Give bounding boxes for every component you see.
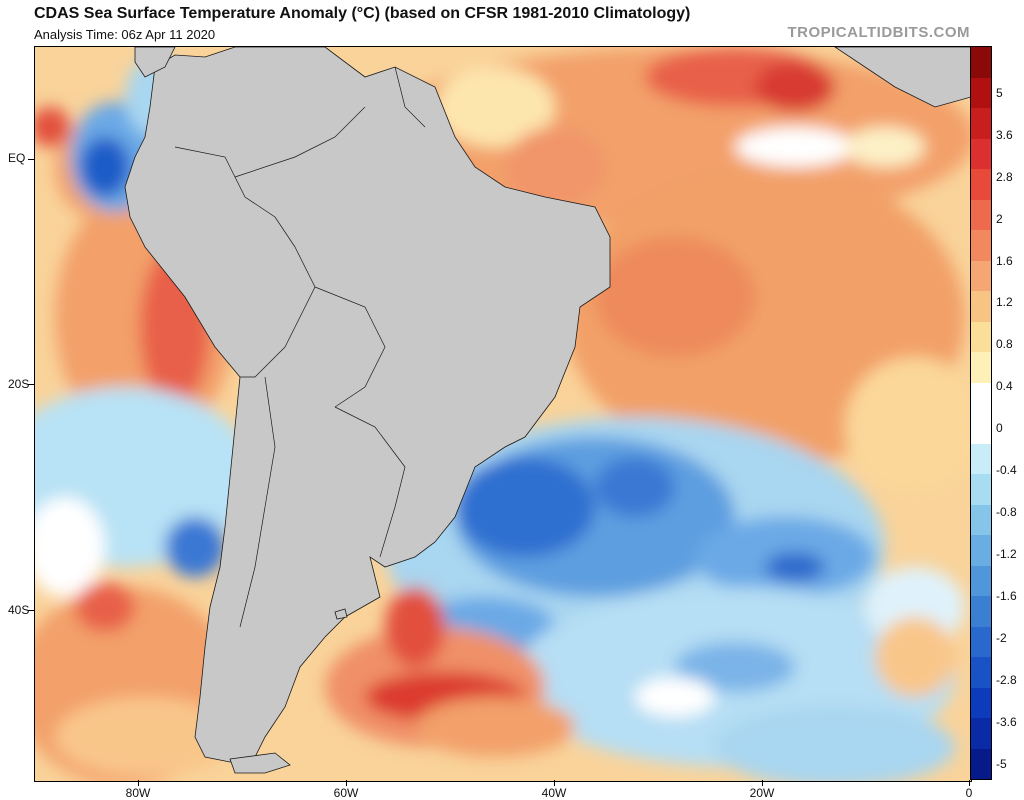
- land-masses: [124, 47, 971, 774]
- colorbar-segment: [971, 169, 991, 200]
- colorbar-label: 1.2: [996, 295, 1013, 310]
- colorbar-segment: [971, 199, 991, 230]
- colorbar-label: -1.2: [996, 547, 1017, 562]
- tick-eq: [28, 159, 34, 160]
- colorbar-segment: [971, 108, 991, 139]
- colorbar-segment: [971, 77, 991, 108]
- country-borders: [174, 66, 426, 628]
- colorbar-label: -2.8: [996, 672, 1017, 687]
- colorbar-segment: [971, 474, 991, 505]
- colorbar-segment: [971, 321, 991, 352]
- colorbar-label: -3.6: [996, 714, 1017, 729]
- lon-label-20w: 20W: [749, 786, 775, 800]
- colorbar-label: -0.8: [996, 505, 1017, 520]
- colorbar-label: 0.8: [996, 337, 1013, 352]
- colorbar-segment: [971, 748, 991, 779]
- colorbar-label: 3.6: [996, 127, 1013, 142]
- colorbar-label: 5: [996, 85, 1003, 100]
- colorbar-segment: [971, 352, 991, 383]
- colorbar-segment: [971, 718, 991, 749]
- tick-60w: [346, 780, 347, 786]
- colorbar-label: -0.4: [996, 463, 1017, 478]
- colorbar-label: -2: [996, 630, 1007, 645]
- colorbar-segment: [971, 413, 991, 444]
- sst-anomaly-map: [34, 46, 972, 782]
- tick-80w: [138, 780, 139, 786]
- tick-0: [969, 780, 970, 786]
- falklands-land: [334, 608, 348, 620]
- panama-land: [134, 47, 176, 78]
- south-america-land: [124, 47, 611, 763]
- colorbar-segment: [971, 565, 991, 596]
- map-canvas: [35, 47, 971, 781]
- tick-40w: [554, 780, 555, 786]
- lat-label-20s: 20S: [8, 377, 30, 391]
- colorbar-label: 2.8: [996, 169, 1013, 184]
- colorbar-segment: [971, 535, 991, 566]
- analysis-time: Analysis Time: 06z Apr 11 2020: [34, 27, 216, 42]
- site-watermark: TROPICALTIDBITS.COM: [787, 24, 970, 41]
- colorbar-segment: [971, 382, 991, 413]
- sst-anomaly-field: [35, 47, 971, 781]
- colorbar-label: -5: [996, 756, 1007, 771]
- colorbar-segment: [971, 626, 991, 657]
- map-title: CDAS Sea Surface Temperature Anomaly (°C…: [34, 5, 691, 22]
- lon-label-80w: 80W: [125, 786, 151, 800]
- colorbar-label: 1.6: [996, 253, 1013, 268]
- colorbar-label: 2: [996, 211, 1003, 226]
- colorbar-segment: [971, 230, 991, 261]
- colorbar-segment: [971, 47, 991, 78]
- colorbar-label: -1.6: [996, 589, 1017, 603]
- colorbar-segment: [971, 260, 991, 291]
- colorbar-segment: [971, 443, 991, 474]
- colorbar-segment: [971, 291, 991, 322]
- colorbar: [970, 46, 992, 780]
- colorbar-segment: [971, 504, 991, 535]
- lon-label-0: 0: [965, 786, 973, 800]
- lon-label-60w: 60W: [333, 786, 359, 800]
- tick-20s: [28, 384, 34, 385]
- africa-land: [834, 47, 971, 108]
- lat-label-eq: EQ: [8, 151, 26, 165]
- tick-20w: [762, 780, 763, 786]
- colorbar-label: 0: [996, 421, 1003, 436]
- colorbar-segment: [971, 657, 991, 688]
- tick-40s: [28, 610, 34, 611]
- colorbar-segment: [971, 138, 991, 169]
- lat-label-40s: 40S: [8, 603, 30, 617]
- tierra-del-fuego-land: [229, 752, 291, 774]
- colorbar-segment: [971, 687, 991, 718]
- colorbar-label: 0.4: [996, 379, 1013, 394]
- lon-label-40w: 40W: [541, 786, 567, 800]
- colorbar-segment: [971, 596, 991, 627]
